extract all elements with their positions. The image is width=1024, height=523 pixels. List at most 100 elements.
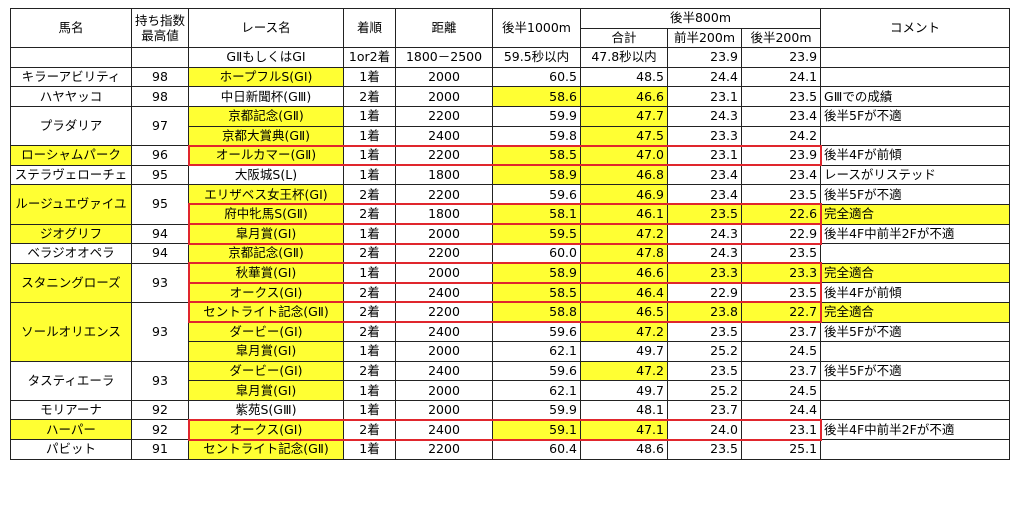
last1000-cell: 60.5	[492, 66, 581, 88]
index-cell: 92	[131, 419, 189, 441]
second200-cell: 24.5	[740, 341, 822, 362]
race-name-cell: 大阪城S(L)	[188, 164, 344, 186]
comment-cell: 完全適合	[820, 203, 1011, 225]
second200-cell: 23.7	[740, 321, 822, 343]
comment-cell	[820, 399, 1011, 421]
total-cell: 47.2	[580, 321, 668, 343]
second200-cell: 23.5	[740, 86, 822, 107]
total-cell: 46.6	[580, 262, 668, 284]
table-row: ジオグリフ 94 皐月賞(GⅠ) 1着 2000 59.5 47.2 24.3 22.9 後半4F…	[10, 223, 1011, 245]
second200-cell: 23.4	[740, 164, 822, 186]
second200-cell: 23.5	[740, 184, 822, 205]
horse-name-cell: スタニングローズ	[10, 262, 132, 303]
horse-name-cell: ジオグリフ	[10, 223, 132, 245]
race-name-cell: 紫苑S(GⅢ)	[188, 399, 344, 421]
distance-cell: 2000	[395, 380, 493, 401]
index-cell: 97	[131, 105, 189, 147]
distance-cell: 2000	[395, 399, 493, 421]
header-race: レース名	[188, 7, 344, 49]
first200-cell: 23.3	[667, 125, 742, 147]
table-row: モリアーナ 92 紫苑S(GⅢ) 1着 2000 59.9 48.1 23.7 24.4	[10, 399, 1011, 421]
place-cell: 2着	[343, 360, 396, 382]
table-row: プラダリア 97 京都記念(GⅡ) 1着 2200 59.9 47.7 24.3 23.4 後半5…	[10, 105, 1011, 147]
index-cell: 93	[131, 262, 189, 303]
distance-cell: 2200	[395, 105, 493, 127]
table-row: ルージュエヴァイユ 95 エリザベス女王杯(GⅠ) 2着 2200 59.6 46.9 23.…	[10, 184, 1011, 225]
last1000-cell: 58.8	[492, 301, 581, 323]
race-name-cell: 中日新聞杯(GⅢ)	[188, 86, 344, 107]
place-cell: 1着	[343, 145, 396, 166]
last1000-cell: 58.9	[492, 262, 581, 284]
last1000-cell: 59.6	[492, 360, 581, 382]
total-cell: 46.8	[580, 164, 668, 186]
total-cell: 47.1	[580, 419, 668, 441]
first200-cell: 23.5	[667, 203, 742, 225]
horse-name-cell: ローシャムパーク	[10, 145, 132, 166]
horse-name-cell: ベラジオオペラ	[10, 243, 132, 264]
first200-cell: 23.1	[667, 86, 742, 107]
criteria-race: GⅡもしくはGⅠ	[188, 47, 344, 68]
total-cell: 46.6	[580, 86, 668, 107]
race-name-cell: オークス(GⅠ)	[188, 282, 344, 303]
first200-cell: 23.1	[667, 145, 742, 166]
race-name-cell: セントライト記念(GⅡ)	[188, 301, 344, 323]
last1000-cell: 60.4	[492, 439, 581, 460]
criteria-index	[131, 47, 189, 68]
header-comment: コメント	[820, 7, 1011, 49]
second200-cell: 24.4	[740, 399, 822, 421]
last1000-cell: 59.9	[492, 105, 581, 127]
index-cell: 95	[131, 184, 189, 225]
race-name-cell: 皐月賞(GⅠ)	[188, 223, 344, 245]
horse-name-cell: ハヤヤッコ	[10, 86, 132, 107]
race-name-cell: 京都記念(GⅡ)	[188, 105, 344, 127]
race-name-cell: ダービー(GⅠ)	[188, 360, 344, 382]
race-name-cell: 京都記念(GⅡ)	[188, 243, 344, 264]
header-second200: 後半200m	[740, 27, 822, 49]
place-cell: 1着	[343, 380, 396, 401]
header-horse: 馬名	[10, 7, 132, 49]
distance-cell: 2000	[395, 86, 493, 107]
table-row: スタニングローズ 93 秋華賞(GⅠ) 1着 2000 58.9 46.6 23.3 23.3 完…	[10, 262, 1011, 303]
race-name-cell: ダービー(GⅠ)	[188, 321, 344, 343]
last1000-cell: 59.6	[492, 321, 581, 343]
second200-cell: 23.1	[740, 419, 822, 441]
first200-cell: 22.9	[667, 282, 742, 303]
table-body: キラーアビリティ 98 ホープフルS(GⅠ) 1着 2000 60.5 48.5 24.4 24…	[10, 66, 1011, 460]
index-cell: 98	[131, 66, 189, 88]
first200-cell: 24.4	[667, 66, 742, 88]
place-cell: 1着	[343, 105, 396, 127]
first200-cell: 23.4	[667, 184, 742, 205]
table-row: ハーパー 92 オークス(GⅠ) 2着 2400 59.1 47.1 24.0 23.1 後半4F…	[10, 419, 1011, 441]
table-row: キラーアビリティ 98 ホープフルS(GⅠ) 1着 2000 60.5 48.5 24.4 24…	[10, 66, 1011, 88]
criteria-second200: 23.9	[740, 47, 822, 68]
place-cell: 2着	[343, 282, 396, 303]
table-row: ソールオリエンス 93 セントライト記念(GⅡ) 2着 2200 58.8 46.5 23.8…	[10, 301, 1011, 362]
race-name-cell: エリザベス女王杯(GⅠ)	[188, 184, 344, 205]
comment-cell: 後半4Fが前傾	[820, 145, 1011, 166]
comment-cell	[820, 243, 1011, 264]
second200-cell: 23.5	[740, 243, 822, 264]
criteria-total: 47.8秒以内	[580, 47, 668, 68]
second200-cell: 24.5	[740, 380, 822, 401]
horse-name-cell: パビット	[10, 439, 132, 460]
place-cell: 1着	[343, 439, 396, 460]
index-cell: 98	[131, 86, 189, 107]
second200-cell: 24.2	[740, 125, 822, 147]
first200-cell: 25.2	[667, 380, 742, 401]
horse-name-cell: プラダリア	[10, 105, 132, 147]
second200-cell: 22.7	[740, 301, 822, 323]
place-cell: 1着	[343, 164, 396, 186]
header-total: 合計	[580, 27, 668, 49]
first200-cell: 23.5	[667, 360, 742, 382]
race-analysis-table: 馬名 持ち指数 最高値 レース名 着順 距離 後半1000m 後半800m コメ…	[10, 7, 1011, 460]
first200-cell: 23.5	[667, 439, 742, 460]
table-row: 府中牝馬S(GⅡ) 2着 1800 58.1 46.1 23.5 22.6 完全適合	[11, 203, 1011, 225]
last1000-cell: 59.1	[492, 419, 581, 441]
total-cell: 49.7	[580, 341, 668, 362]
race-name-cell: 秋華賞(GⅠ)	[188, 262, 344, 284]
last1000-cell: 59.9	[492, 399, 581, 421]
comment-cell: 後半5Fが不適	[820, 360, 1011, 382]
race-name-cell: 皐月賞(GⅠ)	[188, 341, 344, 362]
place-cell: 1着	[343, 341, 396, 362]
total-cell: 47.8	[580, 243, 668, 264]
